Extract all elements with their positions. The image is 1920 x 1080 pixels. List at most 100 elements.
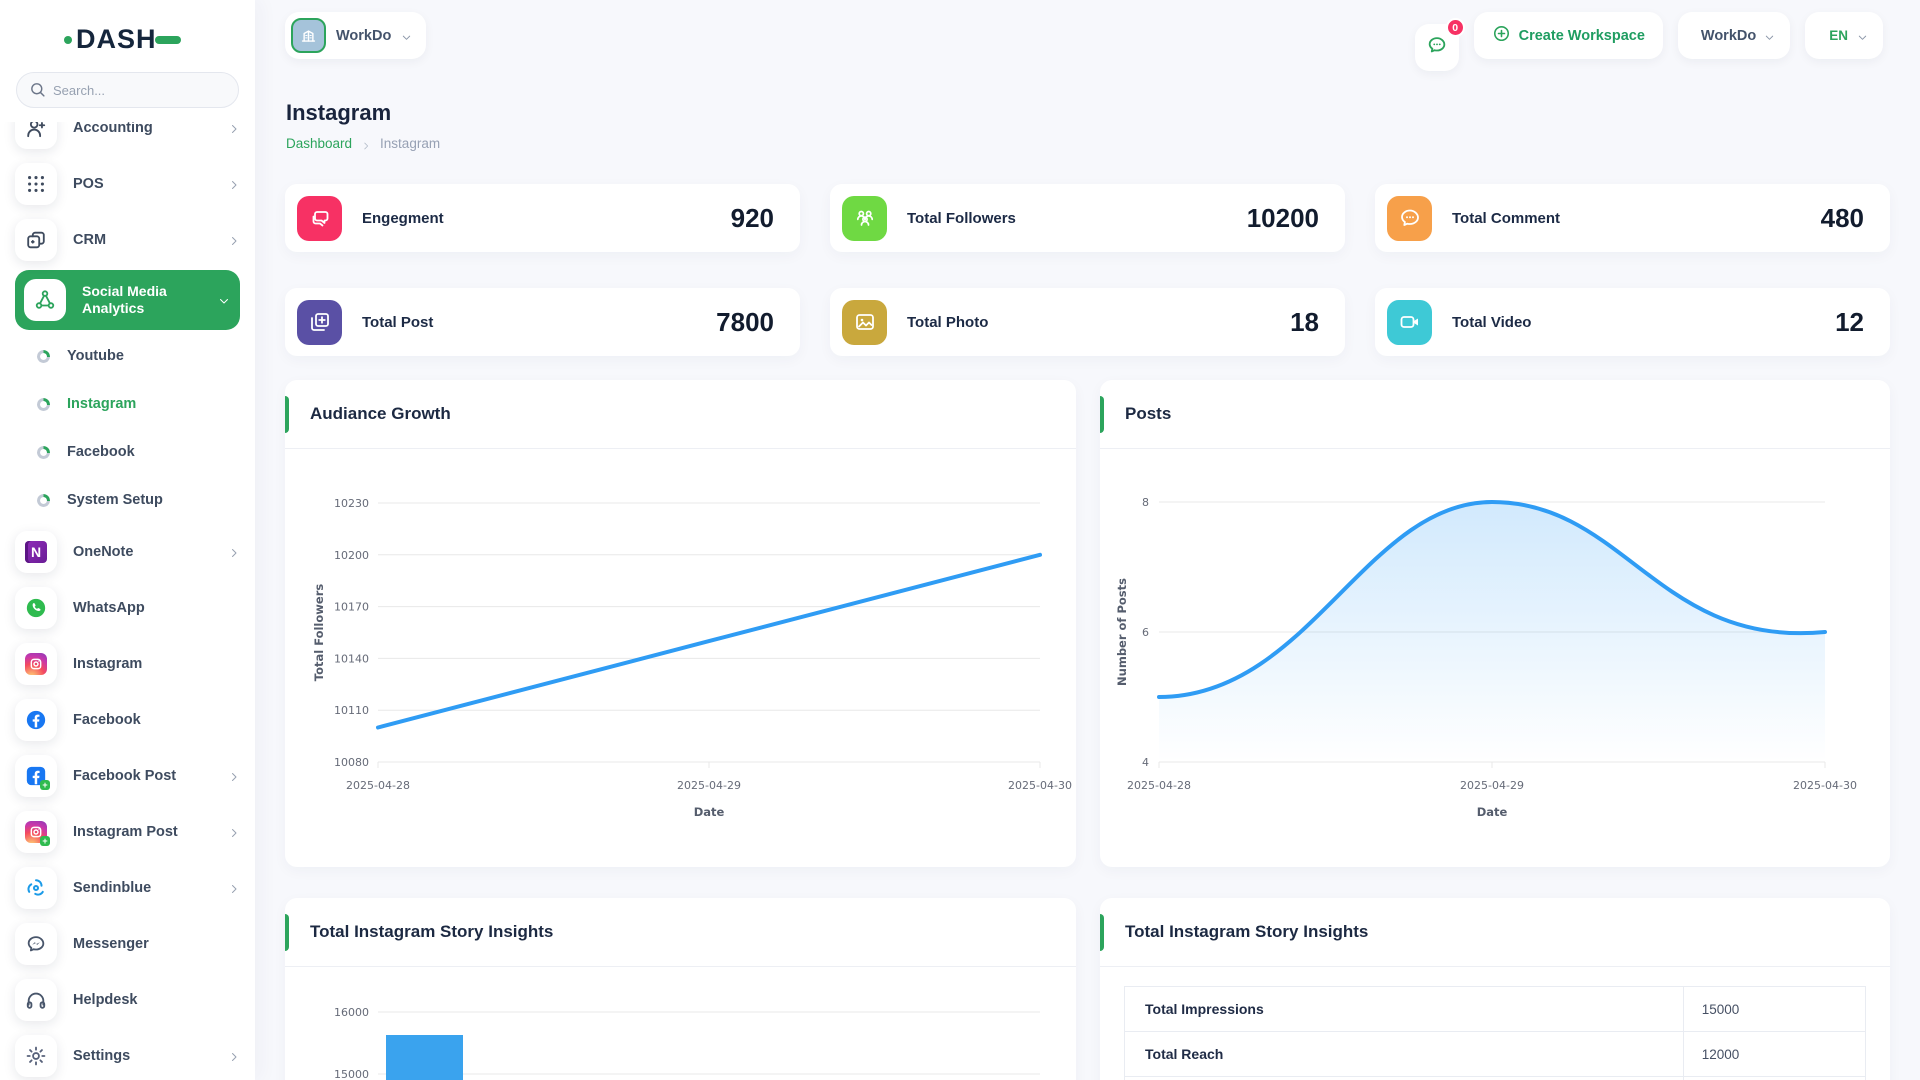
social-media-analytics-icon	[24, 279, 66, 321]
breadcrumb-dashboard-link[interactable]: Dashboard	[286, 136, 353, 151]
stats-grid: Engegment 920 Total Followers 10200 Tota…	[285, 184, 1890, 356]
header-actions: 0 Create Workspace WorkDo EN	[1414, 12, 1883, 71]
accounting-icon	[15, 122, 57, 149]
instagram-icon	[15, 643, 57, 685]
insights-table: Total Impressions 15000 Total Reach 12000	[1124, 986, 1866, 1080]
svg-text:2025-04-29: 2025-04-29	[1460, 779, 1524, 792]
sidebar-item-social-media-analytics[interactable]: Social Media Analytics	[15, 270, 240, 330]
stat-card-total-photo: Total Photo 18	[830, 288, 1345, 356]
stat-value: 10200	[1246, 202, 1319, 233]
svg-text:2025-04-30: 2025-04-30	[1008, 779, 1072, 792]
stat-card-total-comment: Total Comment 480	[1375, 184, 1890, 252]
story-insights-chart-title: Total Instagram Story Insights	[310, 922, 554, 941]
facebook-post-icon: +	[15, 755, 57, 797]
story-insights-table-title: Total Instagram Story Insights	[1125, 922, 1369, 941]
chevron-right-icon	[228, 1050, 240, 1062]
svg-text:2025-04-29: 2025-04-29	[677, 779, 741, 792]
sidebar-item-onenote[interactable]: N OneNote	[15, 524, 240, 580]
sidebar: DASH Accounting POS CRM Social MediaAnal…	[0, 0, 255, 1080]
sidebar-item-messenger[interactable]: Messenger	[15, 916, 240, 972]
search-icon	[29, 81, 46, 98]
breadcrumb: Dashboard Instagram	[286, 136, 440, 151]
messages-badge: 0	[1445, 18, 1465, 37]
whatsapp-icon	[15, 587, 57, 629]
svg-text:10110: 10110	[334, 704, 369, 717]
chat-bubble-icon	[1426, 34, 1448, 61]
workspace-dropdown[interactable]: WorkDo	[1677, 12, 1791, 61]
sidebar-subitem-youtube[interactable]: Youtube	[15, 332, 240, 380]
messages-button[interactable]: 0	[1414, 18, 1465, 71]
chevron-right-icon	[228, 234, 240, 246]
search-input[interactable]	[16, 72, 239, 108]
workspace-selector[interactable]: WorkDo	[285, 12, 427, 59]
chevron-right-icon	[228, 882, 240, 894]
language-dropdown[interactable]: EN	[1805, 12, 1883, 61]
chevron-down-icon	[401, 30, 412, 41]
stack-plus-icon	[297, 299, 342, 345]
chevron-right-icon	[228, 122, 240, 134]
settings-icon	[15, 1035, 57, 1077]
sidebar-item-crm[interactable]: CRM	[15, 212, 240, 268]
chevron-down-icon	[218, 294, 230, 306]
sidebar-item-instagram-post[interactable]: + Instagram Post	[15, 804, 240, 860]
sidebar-item-whatsapp[interactable]: WhatsApp	[15, 580, 240, 636]
stat-value: 920	[730, 202, 774, 233]
svg-text:10170: 10170	[334, 601, 369, 614]
create-workspace-button[interactable]: Create Workspace	[1473, 12, 1663, 59]
image-icon	[842, 299, 887, 345]
logo-text: DASH	[76, 24, 157, 54]
story-insights-chart-card: Total Instagram Story Insights 16000 1500…	[285, 898, 1076, 1080]
chevron-right-icon	[228, 178, 240, 190]
svg-text:10200: 10200	[334, 549, 369, 562]
sidebar-item-accounting[interactable]: Accounting	[15, 122, 240, 156]
app-logo: DASH	[0, 0, 255, 55]
svg-text:2025-04-30: 2025-04-30	[1793, 779, 1857, 792]
stat-card-engegment: Engegment 920	[285, 184, 800, 252]
story-insights-bar-chart: 16000 15000	[285, 967, 1076, 1080]
insights-metric-value: 12000	[1701, 1046, 1740, 1062]
chevron-down-icon	[1857, 30, 1868, 41]
create-workspace-label: Create Workspace	[1518, 27, 1645, 44]
story-insights-table-card: Total Instagram Story Insights Total Imp…	[1100, 898, 1890, 1080]
svg-text:10140: 10140	[334, 652, 369, 665]
posts-header: Posts	[1100, 380, 1890, 449]
people-icon	[842, 195, 887, 241]
audience-growth-card: Audiance Growth 10080 10110 10140 10170 1020…	[285, 380, 1076, 867]
language-label: EN	[1829, 28, 1848, 43]
stat-value: 7800	[716, 306, 774, 337]
stat-value: 480	[1820, 202, 1864, 233]
bullet-donut-icon	[37, 349, 50, 363]
plus-circle-icon	[1492, 24, 1511, 48]
onenote-icon: N	[15, 531, 57, 573]
workspace-dropdown-label: WorkDo	[1700, 27, 1757, 44]
sidebar-subitem-instagram[interactable]: Instagram	[15, 380, 240, 428]
chevron-down-icon	[1764, 30, 1775, 41]
logo-dot-icon	[64, 35, 72, 44]
chat-quote-icon	[297, 195, 342, 241]
bullet-donut-icon	[37, 397, 50, 411]
messenger-icon	[15, 923, 57, 965]
stat-value: 18	[1290, 306, 1319, 337]
sidebar-item-settings[interactable]: Settings	[15, 1028, 240, 1080]
sidebar-subitem-system-setup[interactable]: System Setup	[15, 476, 240, 524]
facebook-icon	[15, 699, 57, 741]
sidebar-item-sendinblue[interactable]: Sendinblue	[15, 860, 240, 916]
card-accent-bar	[1100, 396, 1104, 433]
sidebar-item-instagram[interactable]: Instagram	[15, 636, 240, 692]
sidebar-item-helpdesk[interactable]: Helpdesk	[15, 972, 240, 1028]
bullet-donut-icon	[37, 493, 50, 507]
svg-text:Date: Date	[694, 805, 725, 819]
sidebar-item-facebook-post[interactable]: + Facebook Post	[15, 748, 240, 804]
sidebar-item-facebook[interactable]: Facebook	[15, 692, 240, 748]
insights-metric-value: 15000	[1701, 1001, 1740, 1017]
svg-text:Number of Posts: Number of Posts	[1115, 578, 1129, 686]
pos-icon	[15, 163, 57, 205]
sidebar-subitem-facebook[interactable]: Facebook	[15, 428, 240, 476]
svg-text:4: 4	[1142, 756, 1149, 769]
svg-text:Date: Date	[1477, 805, 1508, 819]
crm-icon	[15, 219, 57, 261]
sidebar-item-pos[interactable]: POS	[15, 156, 240, 212]
chevron-right-icon	[228, 770, 240, 782]
breadcrumb-current: Instagram	[380, 136, 441, 151]
